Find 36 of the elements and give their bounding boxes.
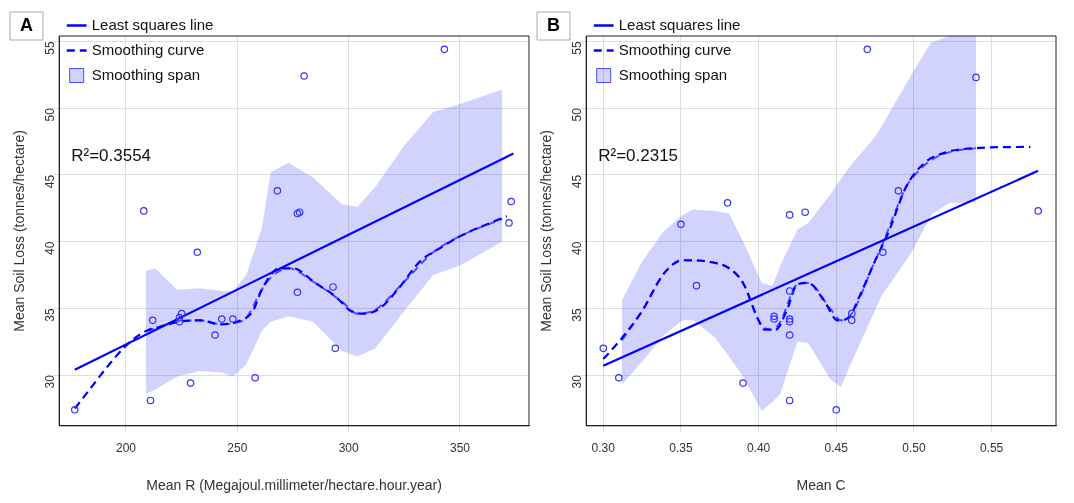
- y-tick-label: 30: [42, 374, 57, 389]
- y-tick-label: 50: [42, 107, 57, 122]
- legend-label: Smoothing curve: [91, 40, 205, 58]
- legend-label: Smoothing span: [618, 65, 728, 83]
- x-tick-label: 200: [115, 441, 137, 456]
- x-tick-label: 0.40: [746, 441, 771, 456]
- y-tick-label: 30: [569, 374, 584, 389]
- y-tick-label: 55: [569, 41, 584, 55]
- y-tick-label: 40: [569, 241, 584, 255]
- x-tick-label: 250: [227, 441, 248, 456]
- y-tick-label: 50: [569, 107, 584, 122]
- legend-label: Smoothing curve: [618, 40, 732, 58]
- x-tick-label: 300: [338, 441, 359, 456]
- x-tick-label: 0.45: [824, 441, 849, 456]
- y-tick-label: 45: [42, 174, 57, 189]
- y-tick-label: 45: [569, 174, 584, 189]
- x-tick-label: 0.50: [902, 441, 926, 456]
- y-tick-label: 40: [42, 241, 57, 255]
- legend-label: Least squares line: [91, 15, 214, 33]
- x-tick-label: 0.55: [979, 441, 1004, 456]
- x-tick-label: 350: [449, 441, 471, 456]
- y-tick-label: 35: [569, 308, 584, 322]
- y-axis-title: Mean Soil Loss (tonnes/hectare): [11, 130, 28, 332]
- legend-label: Least squares line: [618, 15, 741, 33]
- annotation: R²=0.2315: [598, 145, 679, 165]
- chart-title: A: [20, 14, 33, 35]
- x-axis-title: Mean C: [796, 477, 846, 494]
- y-tick-label: 55: [42, 41, 57, 55]
- y-axis-title: Mean Soil Loss (tonnes/hectare): [538, 130, 555, 332]
- annotation: R²=0.3554: [71, 145, 152, 165]
- y-tick-label: 35: [42, 308, 57, 322]
- x-axis-title: Mean R (Megajoul.millimeter/hectare.hour.year): [146, 477, 442, 494]
- chart-title: B: [547, 14, 560, 35]
- legend-label: Smoothing span: [91, 65, 201, 83]
- x-tick-label: 0.30: [591, 441, 616, 456]
- x-tick-label: 0.35: [669, 441, 693, 456]
